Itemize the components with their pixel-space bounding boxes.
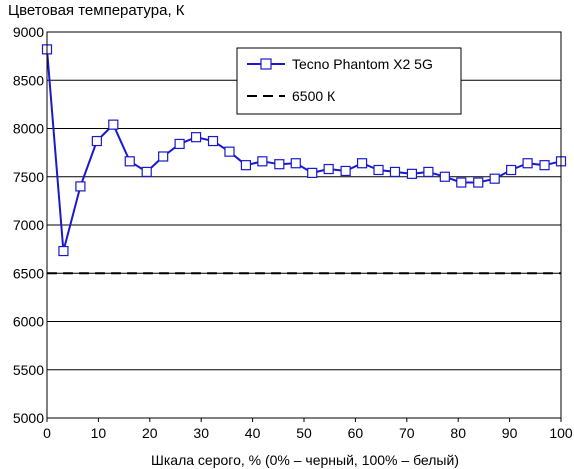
data-point [439,171,450,182]
x-tick-label: 100 [549,425,573,441]
x-tick-label: 70 [399,425,415,441]
data-point [174,138,185,150]
y-axis-tick-labels: 5000 5500 6000 6500 7000 7500 8000 8500 9000 [13,24,44,426]
data-point [356,158,368,169]
y-tick-label: 5500 [13,362,44,378]
data-point [473,177,484,188]
plot-frame [46,31,562,419]
data-point [522,158,533,169]
x-tick-label: 0 [43,425,51,441]
data-point [423,166,434,178]
legend-marker-tecno [260,58,272,70]
x-axis-tick-labels: 0 10 20 30 40 50 60 70 80 90 100 [43,418,573,441]
data-point [91,135,102,147]
data-point [257,156,268,167]
y-tick-label: 5000 [13,410,44,426]
x-tick-label: 40 [245,425,261,441]
x-tick-label: 10 [91,425,107,441]
x-tick-label: 20 [142,425,158,441]
data-point [506,164,517,176]
data-point [207,135,219,147]
x-tick-label: 50 [296,425,312,441]
data-point [489,173,500,184]
legend: Tecno Phantom X2 5G 6500 К [236,47,462,115]
data-point [456,177,467,188]
y-tick-label: 6500 [13,265,44,281]
data-point [108,119,119,130]
data-point [158,151,169,162]
x-axis-label: Шкала серого, % (0% – черный, 100% – бел… [151,452,459,468]
y-tick-label: 9000 [13,24,44,40]
data-point [307,167,318,178]
data-point [224,146,235,157]
data-point [373,164,384,176]
y-tick-label: 8500 [13,72,44,88]
y-tick-label: 8000 [13,121,44,137]
data-point [75,181,86,192]
x-tick-label: 80 [450,425,466,441]
data-point [290,158,301,169]
data-point [274,159,285,170]
legend-label-tecno: Tecno Phantom X2 5G [292,56,433,72]
legend-label-reference: 6500 К [292,88,336,104]
data-point [58,245,69,257]
data-point [340,165,351,177]
y-tick-label: 6000 [13,314,44,330]
data-point [323,163,334,175]
y-tick-label: 7500 [13,169,44,185]
x-tick-label: 30 [193,425,209,441]
data-point [240,160,252,171]
data-point [141,166,152,178]
data-point [539,160,550,171]
chart-title: Цветовая температура, К [8,2,185,19]
data-point [406,168,418,179]
x-tick-label: 90 [502,425,518,441]
data-point [124,156,135,167]
x-tick-label: 60 [348,425,364,441]
y-tick-label: 7000 [13,217,44,233]
data-point [389,166,401,178]
data-point [190,132,202,143]
legend-box [236,47,462,115]
